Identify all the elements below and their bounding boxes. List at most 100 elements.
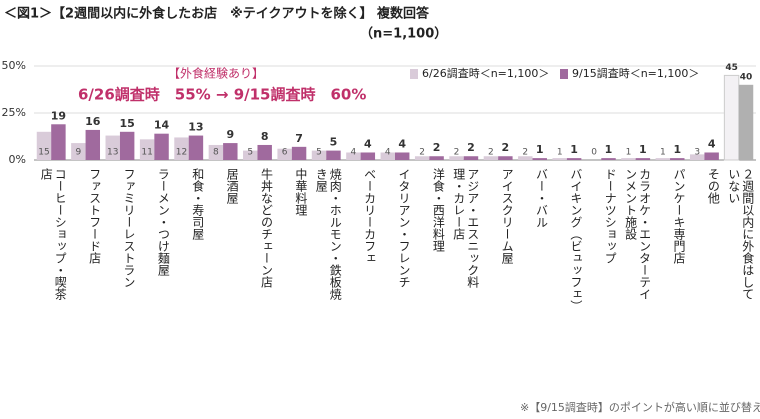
y-tick-label: 25% bbox=[2, 106, 26, 119]
legend-swatch bbox=[560, 69, 568, 79]
bar bbox=[85, 129, 101, 160]
bar bbox=[601, 158, 616, 160]
value-label: 1 bbox=[626, 148, 632, 158]
x-tick-label: 居酒屋 bbox=[225, 168, 240, 204]
value-label: 5 bbox=[330, 136, 338, 149]
x-tick-label: ラーメン・つけ麺屋 bbox=[156, 168, 171, 276]
bar bbox=[346, 152, 361, 160]
x-tick-label: コーヒーショップ・喫茶店 bbox=[39, 168, 68, 300]
bar bbox=[395, 152, 410, 160]
bar bbox=[518, 156, 533, 160]
value-label: 2 bbox=[502, 141, 510, 154]
x-tick-label: イタリアン・フレンチ bbox=[397, 168, 411, 288]
footnote: ※【9/15調査時】のポイントが高い順に並び替え bbox=[520, 400, 760, 414]
x-tick-label: アジア・エスニック料理・カレー店 bbox=[451, 168, 480, 288]
value-label: 4 bbox=[398, 137, 406, 150]
value-label: 8 bbox=[261, 130, 269, 143]
bar bbox=[277, 148, 292, 160]
bar bbox=[243, 150, 258, 160]
value-label: 1 bbox=[557, 148, 563, 158]
bar bbox=[188, 135, 204, 160]
x-tick-label: 洋食・西洋料理 bbox=[431, 168, 446, 252]
value-label: 11 bbox=[141, 148, 152, 158]
x-tick-label: その他 bbox=[706, 168, 721, 204]
value-label: 0 bbox=[591, 148, 597, 158]
bar bbox=[105, 135, 120, 160]
y-tick-label: 50% bbox=[2, 59, 26, 72]
bar bbox=[689, 154, 705, 160]
bar bbox=[257, 144, 272, 160]
y-tick-label: 0% bbox=[9, 153, 26, 166]
value-label: 12 bbox=[176, 148, 187, 158]
x-tick-label: 牛丼などのチェーン店 bbox=[259, 168, 274, 288]
bar bbox=[483, 156, 499, 160]
bar bbox=[498, 156, 513, 160]
bar bbox=[154, 133, 169, 160]
bar bbox=[119, 131, 135, 160]
bar bbox=[566, 158, 582, 160]
x-tick-label: カラオケ・エンターテインメント施設 bbox=[623, 168, 652, 300]
chart-subtitle: （n=1,100） bbox=[360, 26, 447, 42]
bar bbox=[463, 156, 479, 160]
bar bbox=[223, 143, 238, 160]
chart-title: ＜図1＞【2週間以内に外食したお店 ※テイクアウトを除く】 複数回答 bbox=[4, 6, 430, 22]
value-label: 1 bbox=[660, 148, 666, 158]
bar bbox=[208, 144, 224, 160]
bar bbox=[414, 156, 430, 160]
value-label: 9 bbox=[226, 128, 234, 141]
bar bbox=[704, 152, 719, 160]
x-tick-label: 中華料理 bbox=[293, 168, 308, 216]
bar bbox=[655, 158, 671, 160]
x-tick-label: ベーカリーカフェ bbox=[362, 168, 377, 264]
value-label: 4 bbox=[364, 137, 372, 150]
value-label: 1 bbox=[605, 143, 613, 156]
value-label: 4 bbox=[385, 148, 391, 158]
value-label: 1 bbox=[570, 143, 578, 156]
value-label: 13 bbox=[188, 121, 203, 134]
x-tick-label: ファストフード店 bbox=[87, 168, 102, 264]
bar bbox=[670, 158, 685, 160]
value-label: 2 bbox=[488, 148, 494, 158]
x-tick-label: ドーナツショップ bbox=[603, 168, 618, 264]
bar bbox=[532, 158, 547, 160]
bar bbox=[311, 150, 327, 160]
value-label: 45 bbox=[725, 63, 738, 73]
bar bbox=[51, 124, 66, 160]
legend-label: 6/26調査時＜n=1,100＞ bbox=[422, 66, 549, 80]
bar bbox=[449, 156, 464, 160]
value-label: 19 bbox=[51, 109, 66, 122]
legend-label: 9/15調査時＜n=1,100＞ bbox=[572, 66, 699, 80]
value-label: 2 bbox=[454, 148, 460, 158]
value-label: 15 bbox=[120, 117, 135, 130]
value-label: 15 bbox=[38, 148, 49, 158]
annotation-heading: 【外食経験あり】 bbox=[168, 66, 264, 81]
bar bbox=[360, 152, 376, 160]
x-tick-label: ２週間以内に外食はしていない bbox=[726, 168, 755, 300]
value-label: 14 bbox=[154, 119, 170, 132]
bar bbox=[738, 84, 754, 160]
legend-swatch bbox=[410, 69, 418, 79]
x-tick-label: バー・バル bbox=[534, 168, 549, 228]
x-tick-label: 焼肉・ホルモン・鉄板焼き屋 bbox=[314, 168, 343, 300]
bar bbox=[429, 156, 444, 160]
annotation: 6/26調査時 55% → 9/15調査時 60% bbox=[78, 86, 366, 104]
value-label: 7 bbox=[295, 132, 303, 145]
value-label: 3 bbox=[694, 148, 700, 158]
bar bbox=[174, 137, 189, 160]
bar bbox=[139, 139, 155, 160]
x-tick-label: バイキング（ビュッフェ） bbox=[568, 168, 583, 312]
bar bbox=[621, 158, 636, 160]
value-label: 5 bbox=[316, 148, 322, 158]
value-label: 6 bbox=[282, 148, 288, 158]
bar bbox=[36, 131, 52, 160]
x-tick-label: アイスクリーム屋 bbox=[500, 168, 515, 264]
value-label: 2 bbox=[419, 148, 425, 158]
value-label: 2 bbox=[522, 148, 528, 158]
bar bbox=[380, 152, 395, 160]
value-label: 9 bbox=[75, 148, 81, 158]
value-label: 16 bbox=[85, 115, 101, 128]
x-tick-label: ファミリーレストラン bbox=[121, 168, 136, 288]
value-label: 1 bbox=[536, 143, 544, 156]
bar bbox=[291, 146, 307, 160]
